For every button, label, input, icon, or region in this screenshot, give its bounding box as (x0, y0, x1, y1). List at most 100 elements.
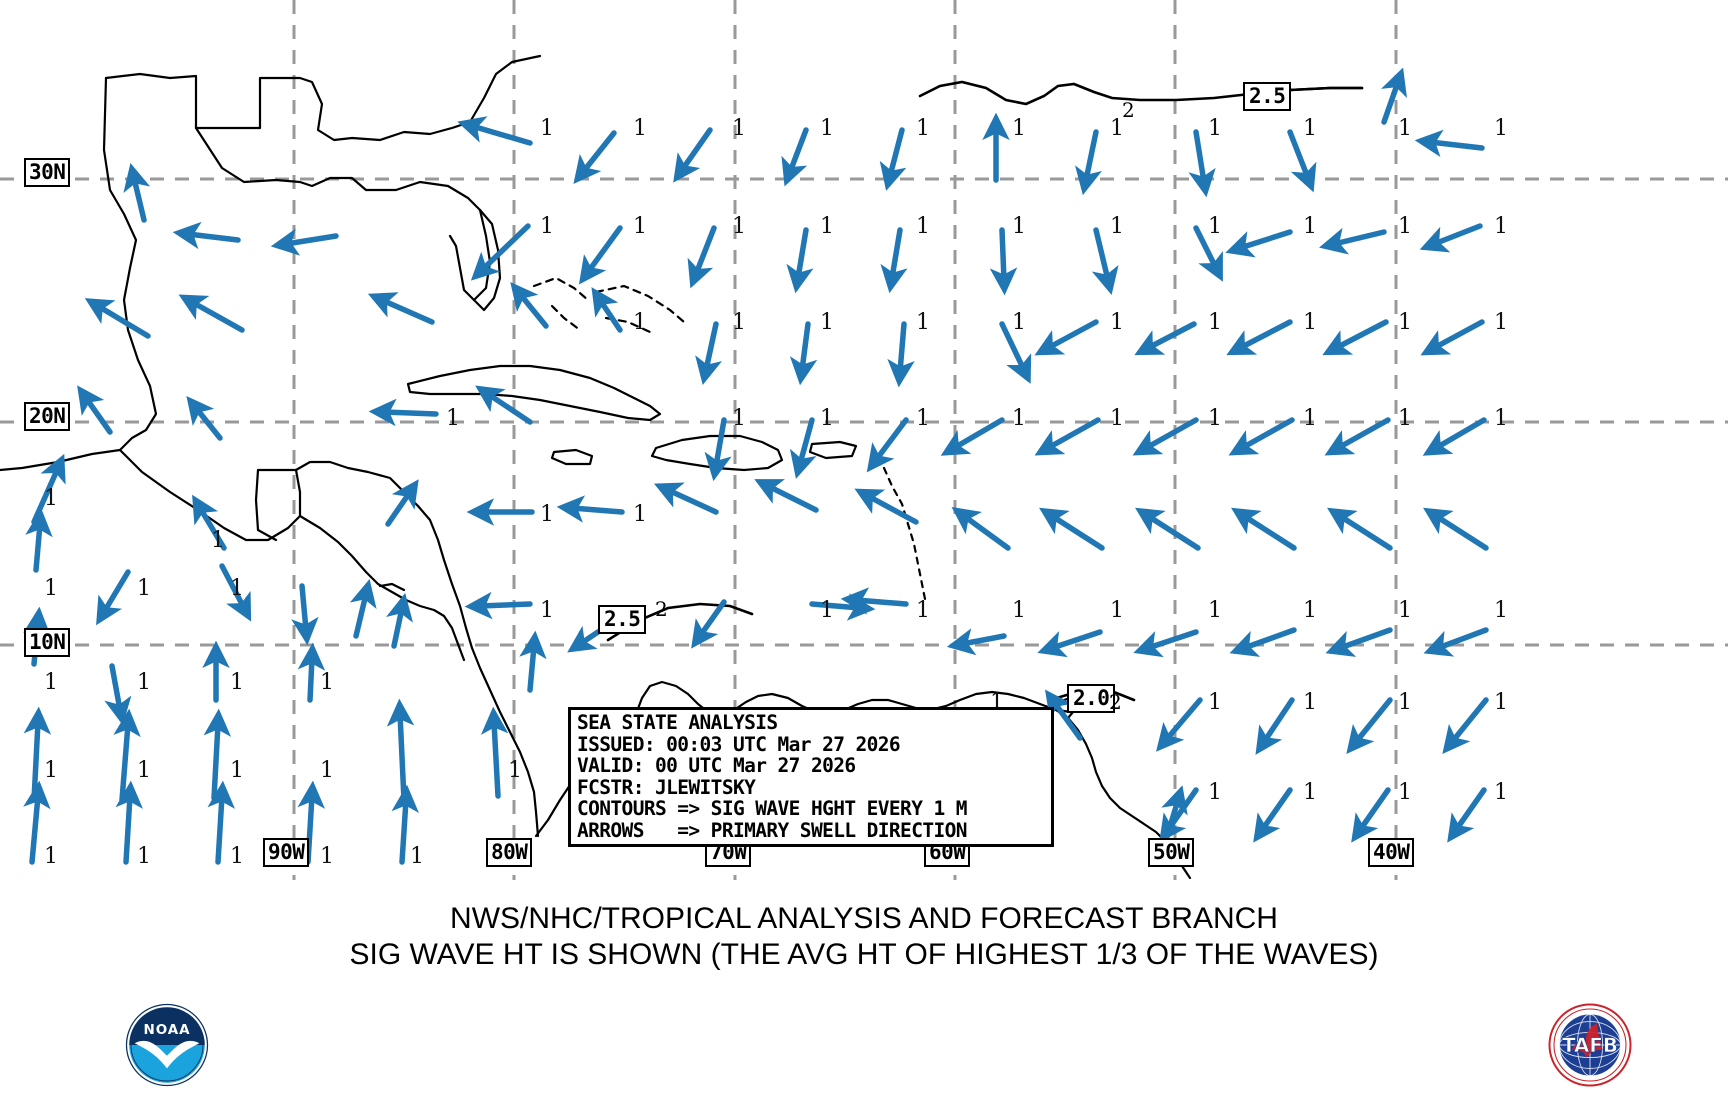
swell-arrow (1381, 67, 1407, 125)
contour-value-label: 2.5 (598, 605, 647, 634)
latitude-label: 30N (24, 158, 71, 187)
swell-arrow (591, 287, 623, 333)
wave-height-value: 1 (1398, 406, 1412, 431)
swell-arrow (1231, 507, 1297, 551)
swell-arrow (946, 628, 1007, 656)
wave-height-value: 1 (1110, 214, 1124, 239)
wave-height-value: 1 (230, 576, 244, 601)
wave-height-value: 1 (820, 598, 834, 623)
footer-agency-line: NWS/NHC/TROPICAL ANALYSIS AND FORECAST B… (450, 902, 1278, 935)
wave-height-value: 1 (1398, 598, 1412, 623)
footer: NWS/NHC/TROPICAL ANALYSIS AND FORECAST B… (0, 880, 1728, 1100)
wave-height-value: 1 (320, 758, 334, 783)
swell-arrow (291, 583, 319, 646)
wave-height-value: 1 (540, 502, 554, 527)
wave-height-value: 1 (916, 406, 930, 431)
wave-height-value: 1 (916, 310, 930, 335)
swell-arrow (1420, 319, 1485, 356)
wave-height-value: 1 (633, 116, 647, 141)
swell-arrow (999, 321, 1032, 384)
swell-arrow (123, 163, 151, 223)
analysis-info-box: SEA STATE ANALYSIS ISSUED: 00:03 UTC Mar… (568, 707, 1054, 847)
swell-arrow (391, 784, 419, 865)
svg-text:NOAA: NOAA (144, 1022, 191, 1038)
swell-arrow (866, 417, 909, 473)
wave-height-value: 1 (320, 844, 334, 869)
swell-arrow (349, 579, 377, 639)
info-contours: CONTOURS => SIG WAVE HGHT EVERY 1 M (577, 797, 968, 820)
swell-arrow (464, 591, 533, 620)
wave-height-value: 1 (1110, 310, 1124, 335)
swell-arrow (77, 385, 113, 435)
swell-arrow (1133, 629, 1199, 658)
wave-height-value: 1 (137, 844, 151, 869)
longitude-label: 90W (263, 838, 310, 867)
wave-height-value: 1 (1208, 780, 1222, 805)
wave-height-value: 1 (732, 310, 746, 335)
swell-arrow (104, 663, 132, 726)
swell-arrow (1423, 507, 1489, 551)
swell-arrow (1132, 417, 1199, 456)
swell-arrow (573, 130, 617, 185)
swell-arrow (386, 698, 415, 803)
swell-arrow (556, 495, 625, 523)
wave-height-value: 1 (820, 214, 834, 239)
swell-arrow (1039, 507, 1105, 551)
info-forecaster: FCSTR: JLEWITSKY (577, 775, 756, 799)
wave-height-value: 1 (1110, 406, 1124, 431)
swell-arrow (84, 298, 151, 339)
wave-height-value: 1 (410, 844, 424, 869)
swell-arrow (789, 321, 818, 386)
swell-arrow (297, 642, 326, 703)
wave-height-value: 1 (1012, 310, 1026, 335)
swell-arrow (695, 321, 723, 386)
wave-height-value: 1 (44, 486, 58, 511)
swell-arrow (172, 221, 241, 250)
swell-arrow (1255, 697, 1295, 755)
swell-arrow (704, 417, 732, 482)
swell-arrow (385, 479, 419, 527)
latitude-label: 20N (24, 402, 71, 431)
longitude-label: 50W (1148, 838, 1195, 867)
swell-arrow (1188, 129, 1216, 198)
wave-height-value: 1 (1012, 598, 1026, 623)
swell-arrow (96, 569, 131, 626)
swell-arrow (1075, 129, 1102, 196)
wave-height-value: 1 (820, 310, 834, 335)
swell-arrow (115, 780, 143, 865)
swell-arrow (367, 292, 435, 325)
wave-height-value: 1 (1303, 406, 1317, 431)
swell-arrow (1193, 225, 1223, 282)
wave-height-value: 1 (1398, 214, 1412, 239)
info-title: SEA STATE ANALYSIS (577, 711, 778, 734)
wave-height-value: 1 (44, 670, 58, 695)
wave-height-value: 1 (633, 214, 647, 239)
swell-arrow (23, 780, 51, 865)
wave-height-value: 1 (44, 758, 58, 783)
wave-height-value: 1 (137, 670, 151, 695)
wave-height-value: 1 (1303, 598, 1317, 623)
wave-height-value: 1 (211, 528, 225, 553)
swell-arrow (1324, 417, 1391, 456)
swell-arrow (1322, 319, 1389, 356)
swell-arrow (1419, 223, 1483, 253)
contour-value-label: 2.5 (1243, 82, 1292, 111)
contour-inline-value: 2 (655, 597, 668, 621)
swell-arrow (1091, 227, 1119, 295)
wave-height-value: 1 (1494, 116, 1508, 141)
swell-arrow (219, 563, 252, 622)
wave-height-value: 1 (1208, 406, 1222, 431)
latitude-label: 10N (24, 628, 71, 657)
swell-arrow (178, 294, 245, 333)
swell-arrow (192, 494, 227, 551)
wave-height-value: 1 (1208, 310, 1222, 335)
wave-height-value: 1 (1398, 310, 1412, 335)
swell-arrow (1134, 321, 1197, 356)
info-arrows: ARROWS => PRIMARY SWELL DIRECTION (577, 818, 968, 842)
swell-arrow (1044, 689, 1083, 741)
wave-height-value: 1 (732, 406, 746, 431)
wave-height-value: 1 (732, 116, 746, 141)
wave-height-value: 1 (633, 310, 647, 335)
swell-arrow (1287, 129, 1317, 193)
